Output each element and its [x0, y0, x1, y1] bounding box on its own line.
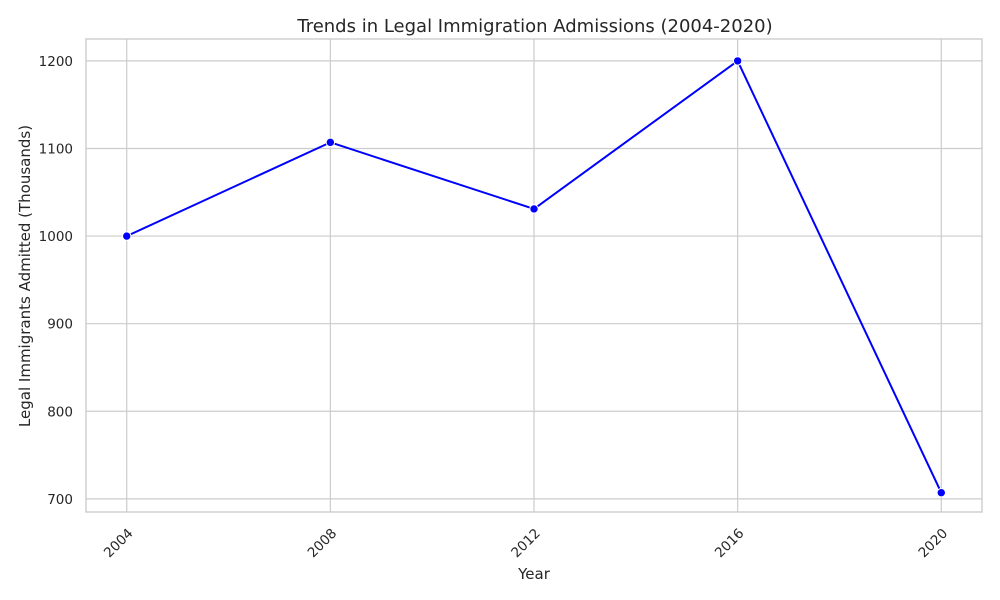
data-point: [325, 137, 336, 148]
data-point: [936, 488, 946, 498]
x-axis-ticks: 2004 2008 2012 2016 2020: [101, 526, 951, 562]
y-tick-label: 800: [47, 404, 73, 420]
x-tick-label: 2008: [305, 526, 341, 562]
series-layer: [122, 56, 946, 498]
y-axis-label: Legal Immigrants Admitted (Thousands): [16, 125, 34, 427]
data-point: [529, 204, 539, 214]
data-point: [122, 231, 132, 241]
y-tick-label: 700: [47, 492, 73, 508]
x-tick-label: 2016: [712, 526, 748, 562]
data-point: [732, 56, 743, 66]
x-tick-label: 2020: [915, 526, 951, 562]
grid: [86, 39, 982, 512]
chart-title: Trends in Legal Immigration Admissions (…: [296, 16, 772, 37]
x-tick-label: 2012: [508, 526, 544, 562]
y-tick-label: 1200: [39, 54, 73, 70]
y-axis-ticks: 700 800 900 1000 1100 1200: [39, 54, 73, 508]
y-tick-label: 900: [47, 317, 73, 333]
y-tick-label: 1100: [39, 141, 73, 157]
x-axis-label: Year: [517, 565, 551, 583]
x-tick-label: 2004: [101, 526, 137, 562]
y-tick-label: 1000: [39, 229, 73, 245]
plot-frame: [85, 38, 983, 513]
